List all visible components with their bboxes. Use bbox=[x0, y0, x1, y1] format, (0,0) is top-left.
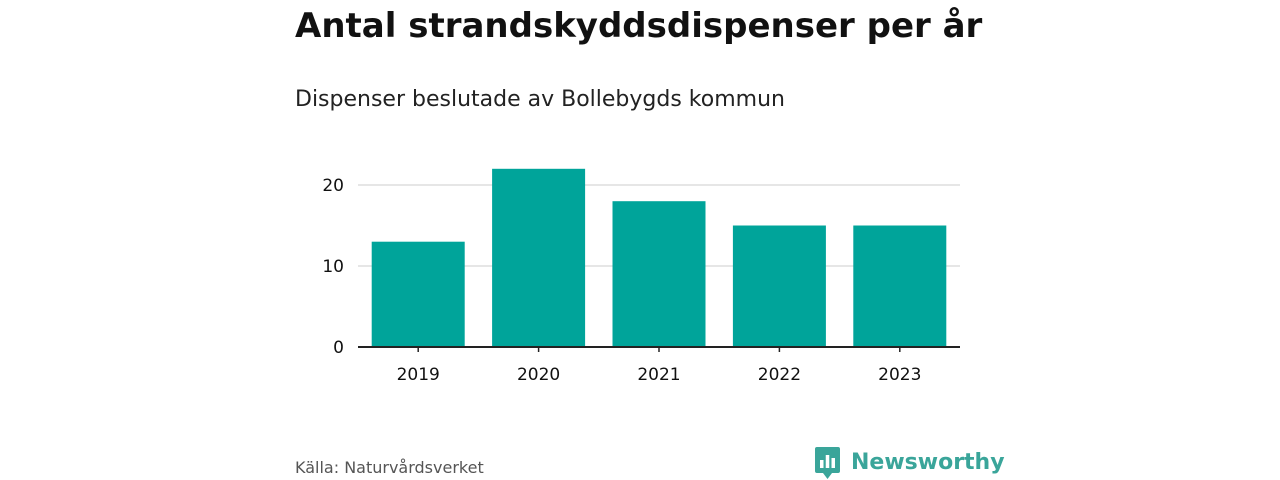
bar bbox=[732, 225, 826, 347]
y-tick-label: 20 bbox=[322, 176, 344, 196]
chart-subtitle: Dispenser beslutade av Bollebygds kommun bbox=[295, 87, 785, 112]
bar bbox=[492, 168, 586, 347]
chart-title: Antal strandskyddsdispenser per år bbox=[295, 6, 983, 46]
brand-name: Newsworthy bbox=[851, 450, 1005, 475]
bar bbox=[853, 225, 947, 347]
x-tick-label: 2022 bbox=[758, 365, 801, 385]
x-tick-label: 2019 bbox=[397, 365, 440, 385]
x-tick-label: 2020 bbox=[517, 365, 560, 385]
bar bbox=[612, 201, 706, 347]
y-tick-label: 10 bbox=[322, 257, 344, 277]
x-tick-label: 2023 bbox=[878, 365, 921, 385]
source-note: Källa: Naturvårdsverket bbox=[295, 458, 484, 477]
x-tick-label: 2021 bbox=[637, 365, 680, 385]
newsworthy-logo-icon bbox=[815, 447, 840, 479]
bar-chart: 0 10 20 2019 2020 2021 2022 2023 bbox=[322, 168, 960, 385]
y-tick-label: 0 bbox=[333, 338, 344, 358]
brand-logo[interactable]: Newsworthy bbox=[814, 446, 1005, 480]
bar bbox=[371, 241, 465, 347]
